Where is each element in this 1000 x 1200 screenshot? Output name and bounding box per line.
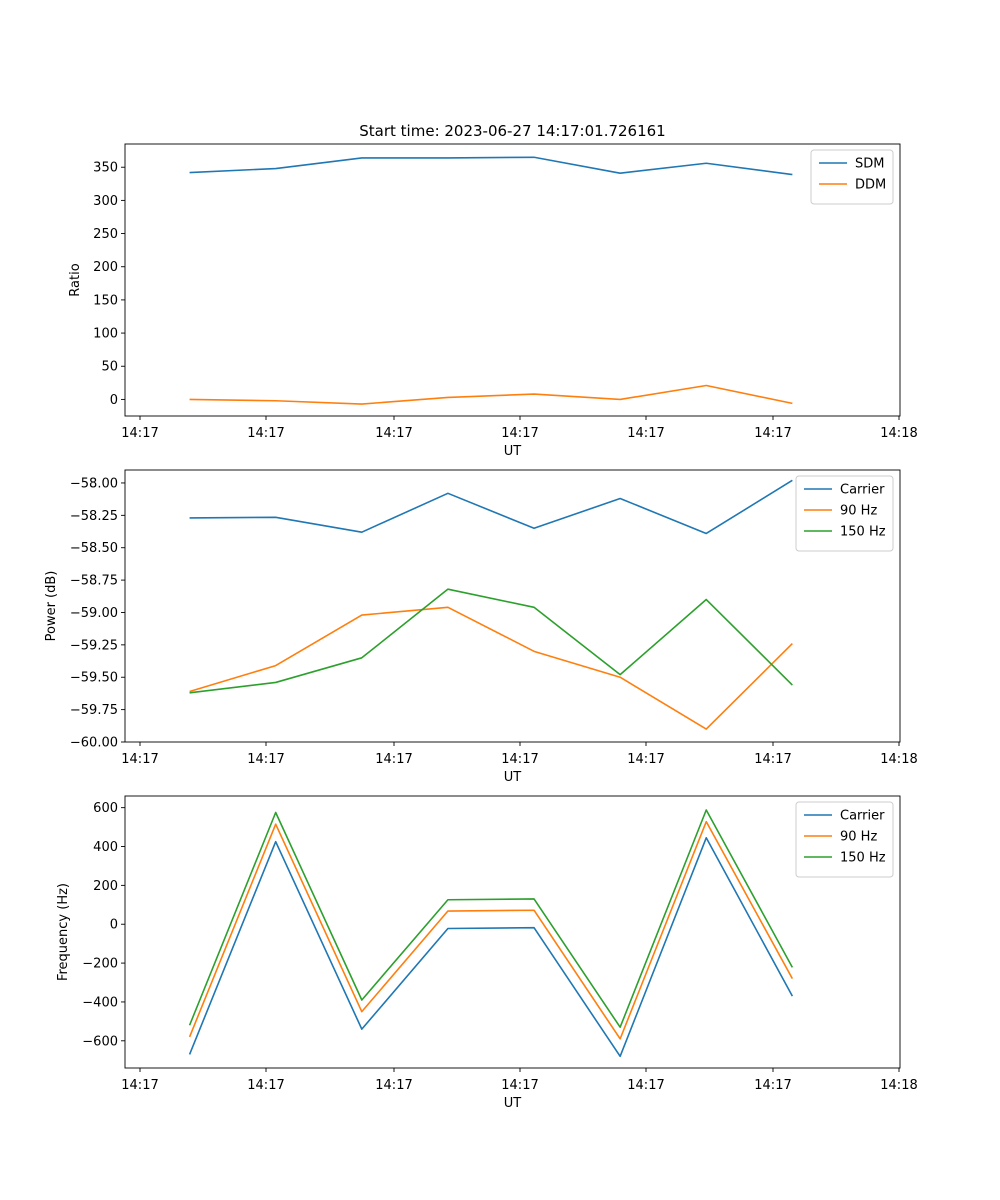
series-line-90-hz [189, 606, 793, 730]
x-tick-label: 14:18 [880, 426, 917, 441]
x-axis-label: UT [504, 1096, 522, 1111]
series-line-carrier [188, 836, 794, 1058]
x-axis-label: UT [504, 444, 522, 459]
legend-label: Carrier [840, 809, 885, 824]
series-line-150-hz [189, 588, 793, 694]
y-tick-label: 0 [110, 393, 118, 408]
y-tick-label: −59.00 [70, 606, 118, 621]
y-tick-label: −60.00 [70, 736, 118, 751]
x-tick-label: 14:18 [880, 1078, 917, 1093]
y-tick-label: 600 [93, 801, 118, 816]
y-tick-label: −59.75 [70, 703, 118, 718]
y-tick-label: 300 [93, 194, 118, 209]
legend-label: 90 Hz [840, 830, 877, 845]
y-tick-label: −58.25 [70, 509, 118, 524]
legend-label: SDM [855, 157, 884, 172]
series-line-90-hz [188, 820, 794, 1040]
x-tick-label: 14:17 [375, 1078, 412, 1093]
figure-title: Start time: 2023-06-27 14:17:01.726161 [359, 122, 665, 140]
y-tick-label: 150 [93, 293, 118, 308]
x-tick-label: 14:17 [501, 752, 538, 767]
x-tick-label: 14:17 [754, 1078, 791, 1093]
x-tick-label: 14:17 [754, 752, 791, 767]
y-axis-label: Frequency (Hz) [56, 883, 71, 981]
legend: Carrier 90 Hz 150 Hz [795, 801, 894, 878]
axes-frame [124, 143, 901, 417]
y-tick-label: 0 [110, 918, 118, 933]
legend-label: Carrier [840, 483, 885, 498]
y-tick-label: 350 [93, 161, 118, 176]
x-tick-label: 14:17 [627, 752, 664, 767]
x-tick-label: 14:17 [754, 426, 791, 441]
y-tick-label: 100 [93, 327, 118, 342]
legend-label: 150 Hz [840, 851, 886, 866]
panel-3: −600 −400 −200 0 200 400 600 14:17 14:17 14:17 14:… [56, 795, 918, 1111]
x-tick-label: 14:17 [375, 426, 412, 441]
y-tick-label: −59.50 [70, 671, 118, 686]
x-tick-label: 14:17 [627, 1078, 664, 1093]
x-tick-label: 14:17 [501, 1078, 538, 1093]
series-line-ddm [189, 384, 793, 405]
legend-label: DDM [855, 178, 886, 193]
x-tick-label: 14:17 [247, 1078, 284, 1093]
x-tick-label: 14:18 [880, 752, 917, 767]
x-tick-label: 14:17 [375, 752, 412, 767]
x-tick-label: 14:17 [247, 752, 284, 767]
y-tick-label: −200 [82, 957, 118, 972]
axes-frame [124, 795, 901, 1069]
x-axis-label: UT [504, 770, 522, 785]
series-line-150-hz [188, 809, 794, 1028]
y-tick-label: −400 [82, 995, 118, 1010]
y-tick-label: 50 [101, 360, 118, 375]
x-tick-label: 14:17 [627, 426, 664, 441]
y-axis-label: Ratio [68, 263, 83, 296]
panel-2: −60.00 −59.75 −59.50 −59.25 −59.00 −58.75 −58.… [44, 469, 918, 785]
y-tick-label: 200 [93, 879, 118, 894]
series-line-carrier [189, 479, 793, 535]
y-tick-label: 250 [93, 227, 118, 242]
y-tick-label: −600 [82, 1034, 118, 1049]
axes-frame [124, 469, 901, 743]
x-tick-label: 14:17 [121, 426, 158, 441]
y-tick-label: 200 [93, 260, 118, 275]
y-tick-label: −59.25 [70, 638, 118, 653]
legend: SDM DDM [810, 149, 894, 205]
legend-box [795, 475, 894, 552]
panel-1: 0 50 100 150 200 250 300 350 14:17 14:17 14:17 14:1… [68, 143, 918, 459]
y-tick-label: −58.50 [70, 541, 118, 556]
y-axis-label: Power (dB) [44, 571, 59, 642]
legend-label: 90 Hz [840, 504, 877, 519]
legend-label: 150 Hz [840, 525, 886, 540]
y-tick-label: −58.75 [70, 574, 118, 589]
y-tick-label: −58.00 [70, 476, 118, 491]
x-tick-label: 14:17 [121, 1078, 158, 1093]
x-tick-label: 14:17 [501, 426, 538, 441]
y-tick-label: 400 [93, 840, 118, 855]
x-tick-label: 14:17 [247, 426, 284, 441]
x-tick-label: 14:17 [121, 752, 158, 767]
series-line-sdm [189, 156, 793, 176]
legend-box [795, 801, 894, 878]
legend: Carrier 90 Hz 150 Hz [795, 475, 894, 552]
